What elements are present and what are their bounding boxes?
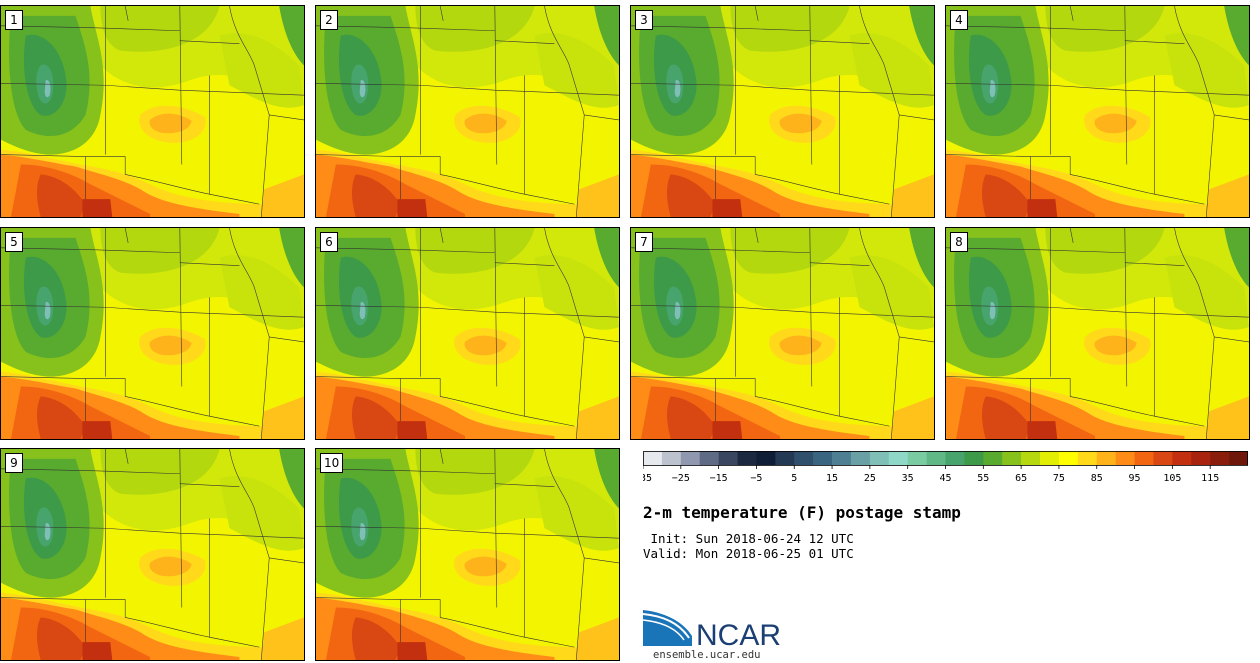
ensemble-member-panel: 9 <box>0 448 305 661</box>
colorbar-tick-label: 45 <box>939 473 951 484</box>
colorbar-tick-label: 95 <box>1129 473 1141 484</box>
figure-title: 2-m temperature (F) postage stamp <box>643 503 961 522</box>
colorbar-tick-label: 55 <box>977 473 989 484</box>
colorbar-tick-label: 75 <box>1053 473 1065 484</box>
colorbar-swatch <box>1210 451 1230 465</box>
member-number: 4 <box>950 10 968 30</box>
ensemble-member-panel: 2 <box>315 5 620 218</box>
ensemble-member-panel: 8 <box>945 227 1250 440</box>
ensemble-member-panel: 4 <box>945 5 1250 218</box>
colorbar-swatch <box>1021 451 1041 465</box>
colorbar-tick-label: 105 <box>1163 473 1181 484</box>
temperature-map <box>316 6 619 217</box>
ensemble-member-panel: 10 <box>315 448 620 661</box>
temperature-map <box>1 228 304 439</box>
colorbar-swatch <box>964 451 984 465</box>
colorbar-swatch <box>643 451 663 465</box>
colorbar-swatch <box>1096 451 1116 465</box>
colorbar-tick-label: 85 <box>1091 473 1103 484</box>
colorbar-swatch <box>850 451 871 465</box>
colorbar-swatch <box>813 451 833 465</box>
colorbar-swatch <box>926 451 946 465</box>
colorbar-swatch <box>680 451 701 465</box>
colorbar-swatch <box>1077 451 1098 465</box>
colorbar-swatch <box>775 451 795 465</box>
colorbar-swatch <box>661 451 682 465</box>
logo-url: ensemble.ucar.edu <box>653 649 761 661</box>
temperature-colorbar: −35 −25 −15 −5 5 15 25 35 45 55 65 75 85 95 105 115 <box>643 451 1248 484</box>
colorbar-swatch <box>1153 451 1173 465</box>
temperature-map <box>1 6 304 217</box>
ensemble-member-panel: 3 <box>630 5 935 218</box>
colorbar-swatch <box>699 451 719 465</box>
colorbar-swatch <box>718 451 738 465</box>
colorbar-tick-label: 65 <box>1015 473 1027 484</box>
init-time: Init: Sun 2018-06-24 12 UTC <box>643 531 854 546</box>
ensemble-member-panel: 5 <box>0 227 305 440</box>
colorbar-tick-label: −25 <box>672 473 690 484</box>
temperature-map <box>1 449 304 660</box>
colorbar-swatch <box>983 451 1003 465</box>
colorbar-swatch <box>1134 451 1154 465</box>
colorbar-swatch <box>888 451 908 465</box>
logo-swoosh-icon <box>643 610 692 646</box>
colorbar-swatch <box>756 451 776 465</box>
temperature-map <box>631 228 934 439</box>
colorbar-swatch <box>1115 451 1135 465</box>
ensemble-member-panel: 1 <box>0 5 305 218</box>
colorbar-tick-label: 35 <box>902 473 914 484</box>
colorbar-swatch <box>869 451 890 465</box>
temperature-map <box>316 228 619 439</box>
temperature-map <box>316 449 619 660</box>
colorbar-tick-label: −5 <box>750 473 762 484</box>
member-number: 5 <box>5 232 23 252</box>
ensemble-member-panel: 7 <box>630 227 935 440</box>
colorbar-swatch <box>1229 451 1248 465</box>
colorbar-swatch <box>1040 451 1060 465</box>
member-number: 9 <box>5 453 23 473</box>
member-number: 2 <box>320 10 338 30</box>
ncar-logo: NCAR <box>642 610 781 652</box>
colorbar-tick-label: 5 <box>791 473 797 484</box>
logo-wordmark: NCAR <box>696 619 781 652</box>
member-number: 7 <box>635 232 653 252</box>
colorbar-swatch <box>794 451 814 465</box>
temperature-map <box>946 228 1249 439</box>
colorbar-swatch <box>1058 451 1079 465</box>
member-number: 6 <box>320 232 338 252</box>
colorbar-swatch <box>832 451 852 465</box>
colorbar-tick-label: −35 <box>643 473 652 484</box>
colorbar-swatch <box>737 451 757 465</box>
colorbar-swatch <box>1172 451 1192 465</box>
colorbar-tick-label: 115 <box>1201 473 1219 484</box>
valid-time: Valid: Mon 2018-06-25 01 UTC <box>643 546 854 561</box>
temperature-map <box>946 6 1249 217</box>
colorbar-tick-label: 25 <box>864 473 876 484</box>
colorbar-swatch <box>1002 451 1022 465</box>
colorbar-swatch <box>1191 451 1211 465</box>
member-number: 1 <box>5 10 23 30</box>
member-number: 10 <box>320 453 344 473</box>
member-number: 8 <box>950 232 968 252</box>
temperature-map <box>631 6 934 217</box>
ensemble-member-panel: 6 <box>315 227 620 440</box>
member-number: 3 <box>635 10 653 30</box>
colorbar-tick-label: −15 <box>710 473 728 484</box>
colorbar-swatch <box>907 451 927 465</box>
colorbar-tick-label: 15 <box>826 473 838 484</box>
colorbar-swatch <box>945 451 965 465</box>
